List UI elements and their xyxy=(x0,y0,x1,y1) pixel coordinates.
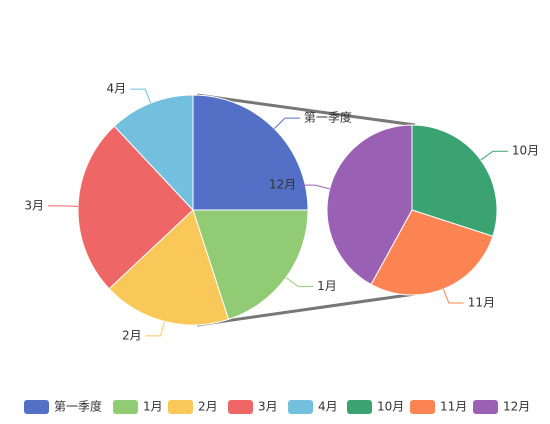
legend-swatch[interactable] xyxy=(24,400,49,414)
legend-swatch[interactable] xyxy=(288,400,313,414)
legend-swatch[interactable] xyxy=(473,400,498,414)
legend-swatch[interactable] xyxy=(347,400,372,414)
slice-label: 2月 xyxy=(122,328,142,342)
legend-label[interactable]: 1月 xyxy=(143,400,163,414)
legend-label[interactable]: 10月 xyxy=(377,400,404,414)
slice-label: 3月 xyxy=(24,198,44,212)
label-line xyxy=(481,151,508,160)
legend-swatch[interactable] xyxy=(228,400,253,414)
slice-label: 第一季度 xyxy=(304,110,352,125)
legend-swatch[interactable] xyxy=(168,400,193,414)
legend-label[interactable]: 3月 xyxy=(258,400,278,414)
legend-label[interactable]: 12月 xyxy=(503,400,530,414)
legend-label[interactable]: 11月 xyxy=(440,400,467,414)
pie-slice xyxy=(193,95,308,210)
legend-label[interactable]: 4月 xyxy=(318,400,338,414)
label-line xyxy=(274,118,300,129)
label-line xyxy=(130,89,151,103)
slice-label: 12月 xyxy=(269,178,296,192)
label-line xyxy=(286,278,313,287)
slice-label: 11月 xyxy=(468,295,495,309)
slice-label: 4月 xyxy=(107,82,127,96)
legend-label[interactable]: 第一季度 xyxy=(54,399,102,414)
slice-label: 1月 xyxy=(317,279,337,293)
legend-swatch[interactable] xyxy=(113,400,138,414)
slice-label: 10月 xyxy=(512,144,539,158)
label-line xyxy=(146,321,165,336)
label-line xyxy=(443,289,464,303)
legend-swatch[interactable] xyxy=(410,400,435,414)
legend-label[interactable]: 2月 xyxy=(198,400,218,414)
